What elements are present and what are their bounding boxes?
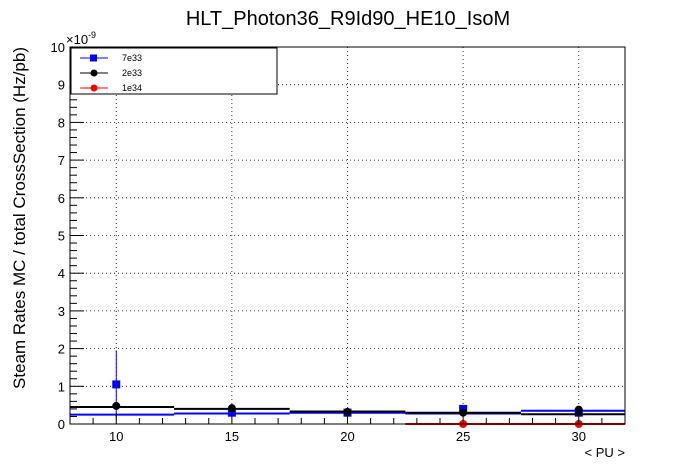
y-tick-label: 3 [58, 304, 65, 319]
y-tick-label: 7 [58, 153, 65, 168]
legend-box [70, 47, 278, 95]
data-point [343, 407, 352, 416]
x-tick-label: 10 [109, 429, 123, 444]
y-tick-label: 4 [58, 266, 65, 281]
chart-title: HLT_Photon36_R9Id90_HE10_IsoM [186, 8, 510, 30]
legend-marker [90, 54, 97, 62]
legend: 7e33 2e33 1e34 [70, 47, 278, 95]
y-axis-label: Steam Rates MC / total CrossSection (Hz/… [10, 47, 29, 389]
x-tick-label: 30 [572, 429, 586, 444]
legend-label: 2e33 [122, 68, 142, 78]
legend-marker [90, 69, 98, 77]
y-axis: 0 1 2 3 4 5 6 7 8 9 10 [51, 40, 84, 432]
x-axis-label: < PU > [585, 445, 625, 460]
x-tick-label: 20 [340, 429, 354, 444]
y-tick-label: 6 [58, 191, 65, 206]
series-layer [70, 350, 625, 428]
legend-label: 1e34 [122, 83, 142, 93]
legend-label: 7e33 [122, 53, 142, 63]
y-tick-label: 1 [58, 379, 65, 394]
y-tick-label: 0 [58, 417, 65, 432]
y-tick-label: 9 [58, 78, 65, 93]
y-exponent-label: ×10-9 [66, 30, 96, 47]
grid [70, 47, 625, 424]
series-2e33 [70, 401, 625, 417]
data-point [459, 408, 468, 417]
data-point [574, 405, 583, 414]
legend-marker [90, 84, 98, 92]
y-tick-label: 8 [58, 115, 65, 130]
data-point [112, 401, 121, 410]
data-point [112, 380, 121, 389]
y-tick-label: 5 [58, 229, 65, 244]
data-point [227, 404, 236, 413]
x-tick-label: 15 [225, 429, 239, 444]
x-axis: 10 15 20 25 30 [69, 413, 626, 444]
y-tick-label: 10 [51, 40, 65, 55]
x-tick-label: 25 [456, 429, 470, 444]
data-point [227, 408, 236, 417]
y-tick-label: 2 [58, 342, 65, 357]
